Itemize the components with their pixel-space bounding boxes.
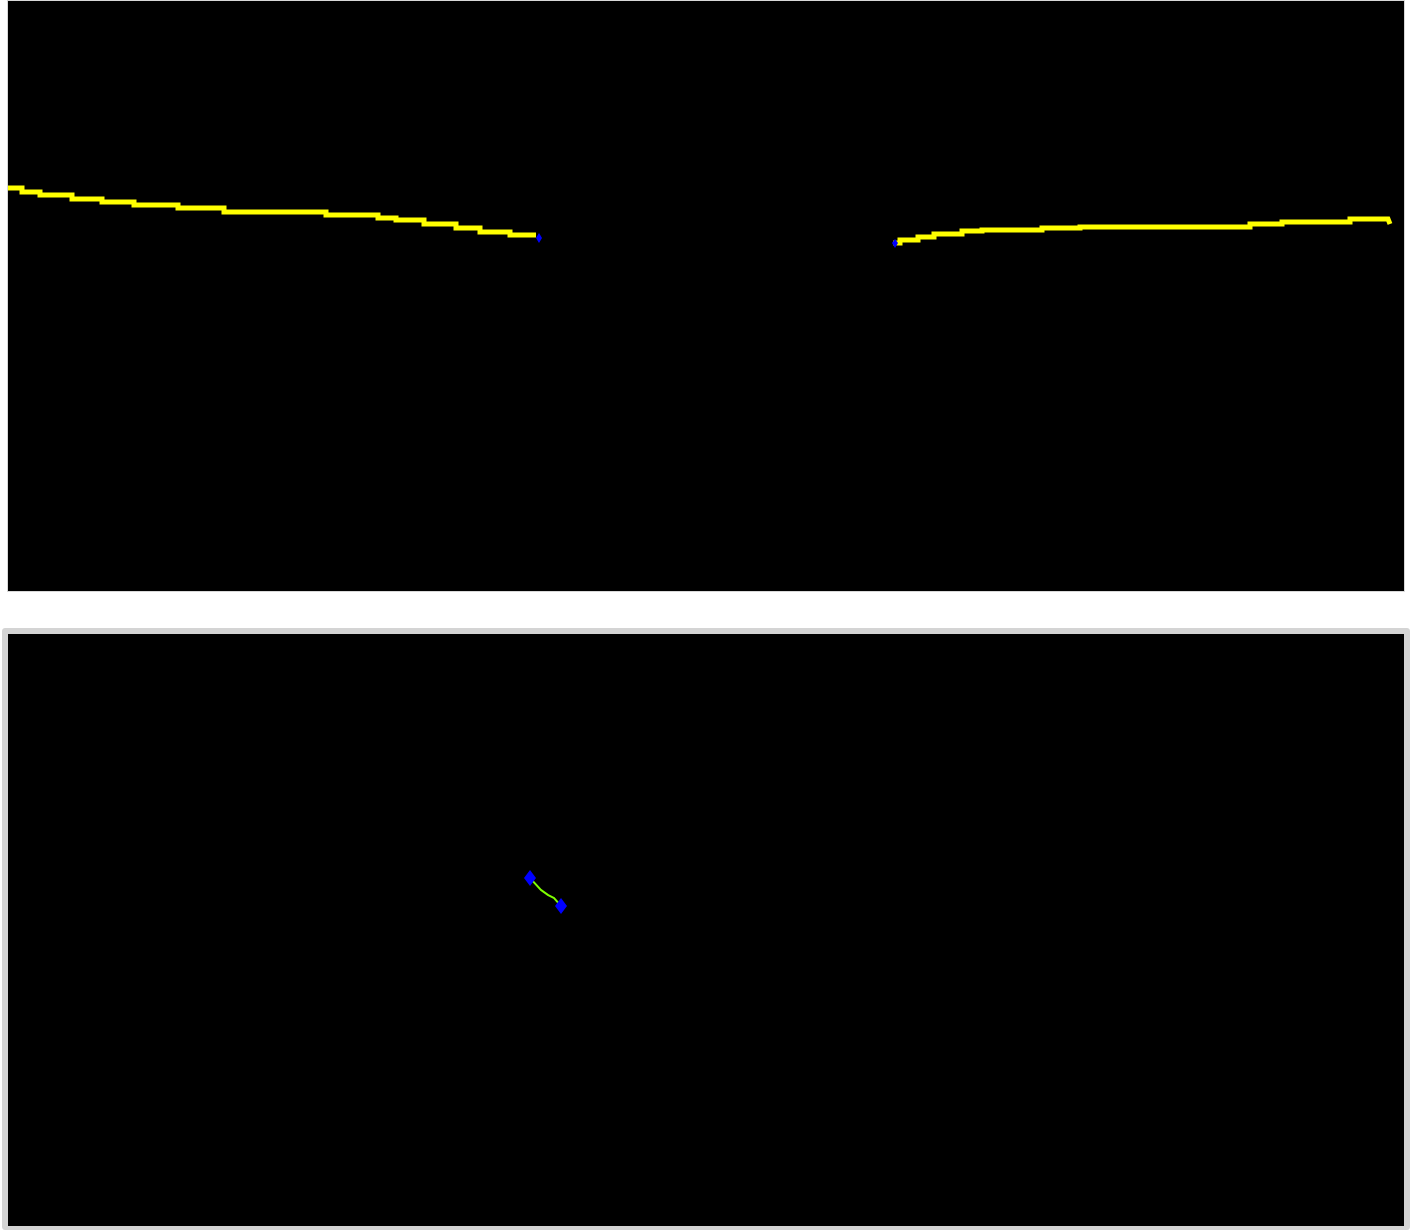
segment-line	[529, 877, 562, 907]
left-lane-line	[8, 185, 536, 238]
top-panel	[8, 1, 1404, 591]
segment-start	[524, 870, 536, 886]
right-lane-end	[892, 239, 898, 248]
bottom-panel	[8, 634, 1404, 1226]
right-lane-line	[893, 216, 1393, 246]
left-lane-end	[536, 233, 542, 243]
segment-end	[555, 898, 567, 914]
